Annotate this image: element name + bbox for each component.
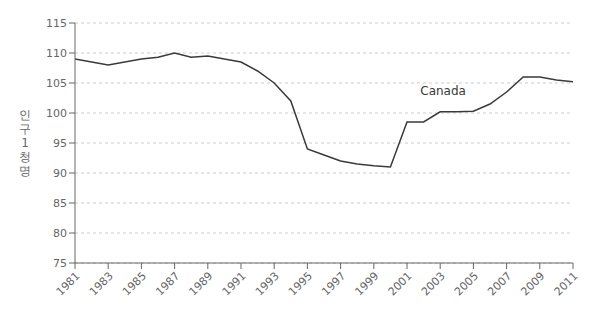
svg-text:1983: 1983 [87,269,116,298]
svg-text:2001: 2001 [386,269,415,298]
svg-text:1985: 1985 [120,269,149,298]
svg-text:2003: 2003 [419,269,448,298]
svg-text:90: 90 [53,167,67,180]
svg-text:Canada: Canada [420,84,466,98]
svg-text:1999: 1999 [352,269,381,298]
svg-text:75: 75 [53,257,67,270]
svg-text:1997: 1997 [319,269,348,298]
svg-text:110: 110 [46,47,67,60]
svg-text:85: 85 [53,197,67,210]
svg-text:인구1청명: 인구1청명 [19,108,31,178]
svg-text:105: 105 [46,77,67,90]
svg-text:1987: 1987 [153,269,182,298]
svg-text:100: 100 [46,107,67,120]
svg-text:2007: 2007 [485,269,514,298]
svg-text:115: 115 [46,17,67,30]
svg-text:2005: 2005 [452,269,481,298]
svg-text:1993: 1993 [253,269,282,298]
svg-text:1981: 1981 [54,269,83,298]
svg-text:2011: 2011 [552,269,581,298]
svg-text:95: 95 [53,137,67,150]
svg-text:2009: 2009 [518,269,547,298]
svg-text:80: 80 [53,227,67,240]
svg-text:1991: 1991 [220,269,249,298]
svg-text:1989: 1989 [186,269,215,298]
svg-text:1995: 1995 [286,269,315,298]
